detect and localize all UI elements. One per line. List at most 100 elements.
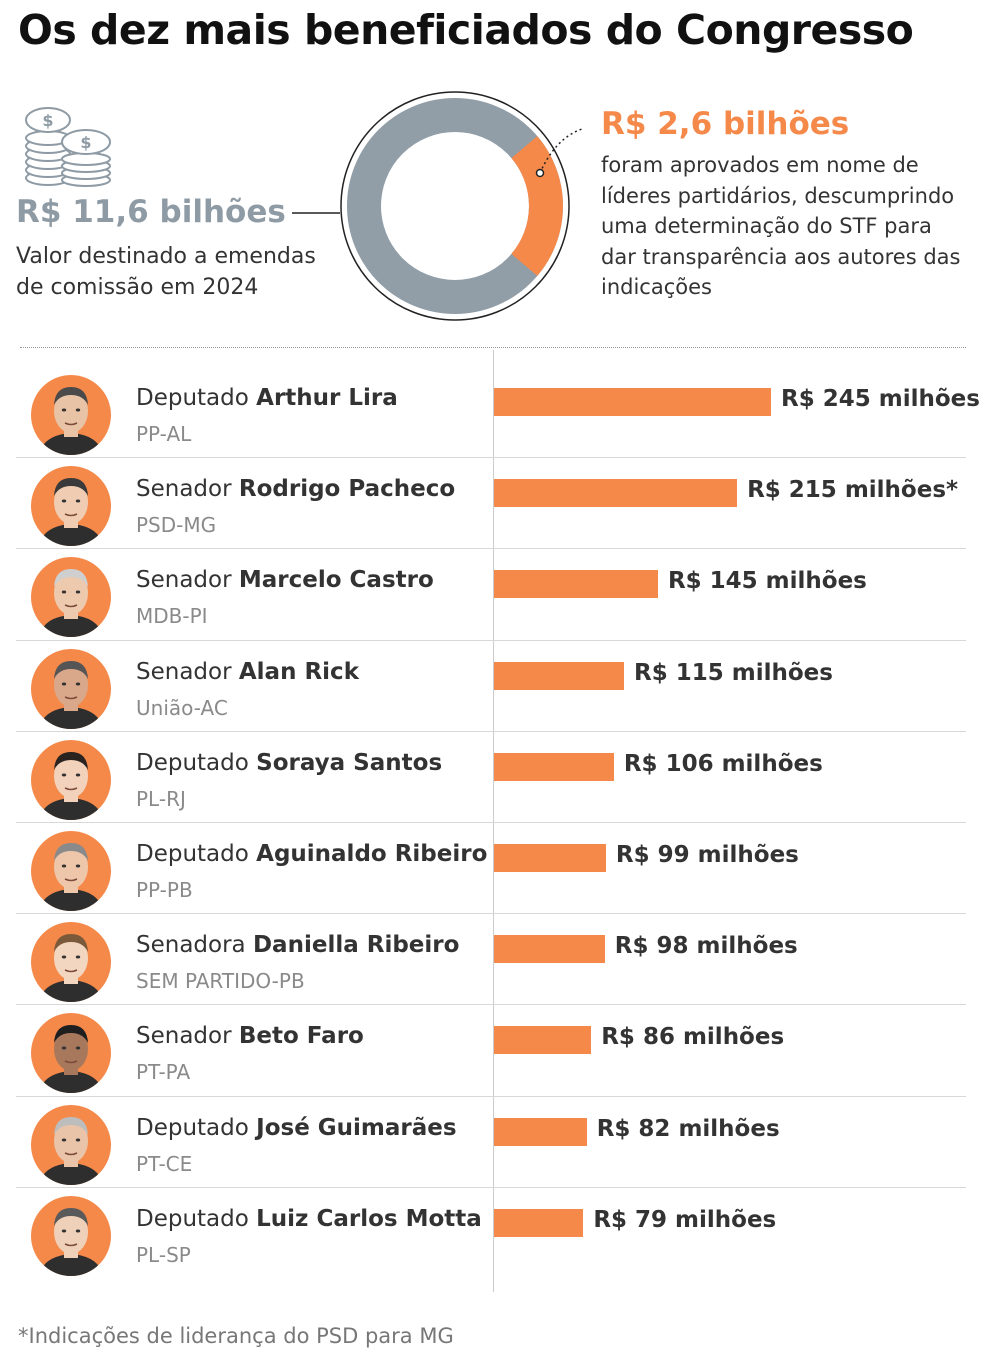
bar [494, 661, 625, 690]
portrait-luiz-carlos-motta [31, 1195, 111, 1276]
person-party: PP-AL [136, 422, 192, 446]
donut-chart [292, 91, 584, 321]
bar-value-label: R$ 245 milhões [781, 386, 980, 412]
bar [494, 935, 605, 964]
donut-outline [340, 91, 570, 321]
section-divider [20, 347, 966, 348]
person-name: Soraya Santos [256, 749, 443, 776]
row-divider [16, 457, 966, 459]
person-party: PP-PB [136, 877, 193, 902]
person-role: Senador [136, 658, 239, 685]
portrait-daniella-ribeiro [31, 922, 111, 1003]
person-title: Deputado Luiz Carlos Motta [136, 1206, 482, 1232]
footnote: *Indicações de liderança do PSD para MG [18, 1324, 454, 1348]
person-role: Senador [136, 1023, 239, 1050]
person-name: Beto Faro [238, 1023, 364, 1050]
row-divider [16, 1004, 966, 1006]
person-name: José Guimarães [256, 1114, 457, 1141]
person-role: Deputado [136, 1205, 257, 1232]
bar [494, 479, 738, 508]
bar-value-label: R$ 106 milhões [623, 750, 823, 777]
person-title: Deputado José Guimarães [136, 1115, 457, 1141]
bar-value-label: R$ 215 milhões* [747, 477, 959, 504]
person-title: Senador Beto Faro [136, 1023, 364, 1049]
bar-baseline [493, 350, 494, 1292]
bar-value-label: R$ 86 milhões [601, 1024, 785, 1051]
leaders-description: foram aprovados em nome de líderes parti… [601, 153, 961, 299]
person-name: Rodrigo Pacheco [238, 476, 456, 503]
row-divider [16, 913, 966, 915]
svg-text:$: $ [80, 133, 91, 152]
row-divider [16, 548, 966, 550]
table-row: Senador Rodrigo Pacheco PSD-MG R$ 215 milh… [0, 458, 984, 550]
bar [494, 570, 658, 599]
row-divider [16, 1186, 966, 1188]
person-title: Senadora Daniella Ribeiro [136, 932, 459, 958]
leaders-value: R$ 2,6 bilhões [601, 106, 850, 142]
row-divider [16, 821, 966, 823]
donut-highlight-slice [511, 136, 563, 276]
portrait-rodrigo-pacheco [31, 466, 111, 547]
table-row: Deputado José Guimarães PT-CE R$ 82 milhõe… [0, 1097, 984, 1188]
person-role: Deputado [136, 385, 257, 411]
person-title: Senador Rodrigo Pacheco [136, 476, 455, 502]
person-name: Marcelo Castro [238, 567, 434, 594]
person-title: Deputado Aguinaldo Ribeiro [136, 841, 487, 867]
person-party: MDB-PI [136, 604, 208, 629]
bar-value-label: R$ 99 milhões [615, 841, 799, 868]
person-title: Senador Alan Rick [136, 659, 359, 685]
row-divider [16, 730, 966, 732]
bar [494, 388, 771, 416]
person-party: União-AC [136, 695, 228, 720]
table-row: Senadora Daniella Ribeiro SEM PARTIDO-PB R… [0, 914, 984, 1006]
person-party: PT-CE [136, 1151, 193, 1176]
table-row: Senador Marcelo Castro MDB-PI R$ 145 milhõ… [0, 549, 984, 641]
portrait-marcelo-castro [31, 557, 111, 638]
donut-base-ring [347, 98, 563, 314]
svg-text:$: $ [42, 111, 53, 130]
portrait-jose-guimaraes [31, 1104, 111, 1185]
person-role: Deputado [136, 749, 257, 776]
portrait-beto-faro [31, 1013, 111, 1094]
coins-icon: $ $ [25, 107, 111, 187]
person-name: Luiz Carlos Motta [256, 1205, 482, 1232]
table-row: Deputado Luiz Carlos Motta PL-SP R$ 79 mil… [0, 1188, 984, 1279]
portrait-arthur-lira [31, 375, 111, 455]
table-row: Deputado Soraya Santos PL-RJ R$ 106 milhõe… [0, 732, 984, 823]
page-title: Os dez mais beneficiados do Congresso [18, 6, 914, 54]
leaders-connector-dot [535, 168, 545, 178]
person-title: Deputado Soraya Santos [136, 750, 442, 776]
person-name: Arthur Lira [256, 385, 398, 411]
bar-value-label: R$ 145 milhões [667, 568, 867, 595]
person-role: Deputado [136, 1114, 257, 1141]
total-description: Valor destinado a emendas de comissão em… [16, 244, 316, 300]
bar [494, 752, 614, 781]
bar [494, 1026, 592, 1055]
person-role: Senadora [136, 932, 253, 959]
bar [494, 1208, 584, 1237]
person-title: Senador Marcelo Castro [136, 567, 434, 593]
ranking-list: Deputado Arthur Lira PP-AL R$ 245 milhões S… [0, 367, 984, 1279]
bar [494, 843, 606, 872]
row-divider [16, 639, 966, 641]
table-row: Senador Alan Rick União-AC R$ 115 milhões [0, 641, 984, 732]
table-row: Deputado Arthur Lira PP-AL R$ 245 milhões [0, 367, 984, 459]
person-party: PL-RJ [136, 786, 186, 811]
portrait-soraya-santos [31, 739, 111, 820]
bar-value-label: R$ 79 milhões [593, 1206, 777, 1233]
person-role: Senador [136, 567, 239, 594]
person-name: Aguinaldo Ribeiro [256, 840, 488, 867]
bar-value-label: R$ 115 milhões [634, 659, 833, 686]
bar-value-label: R$ 82 milhões [596, 1115, 780, 1142]
person-name: Alan Rick [238, 658, 359, 685]
person-role: Deputado [136, 840, 257, 867]
person-party: PT-PA [136, 1060, 191, 1085]
bar [494, 1117, 587, 1146]
person-party: PL-SP [136, 1242, 191, 1267]
person-name: Daniella Ribeiro [252, 932, 460, 959]
row-divider [16, 1095, 966, 1097]
table-row: Deputado Aguinaldo Ribeiro PP-PB R$ 99 mil… [0, 823, 984, 915]
total-value: R$ 11,6 bilhões [16, 194, 286, 230]
portrait-aguinaldo-ribeiro [31, 830, 111, 911]
person-party: SEM PARTIDO-PB [136, 969, 305, 994]
